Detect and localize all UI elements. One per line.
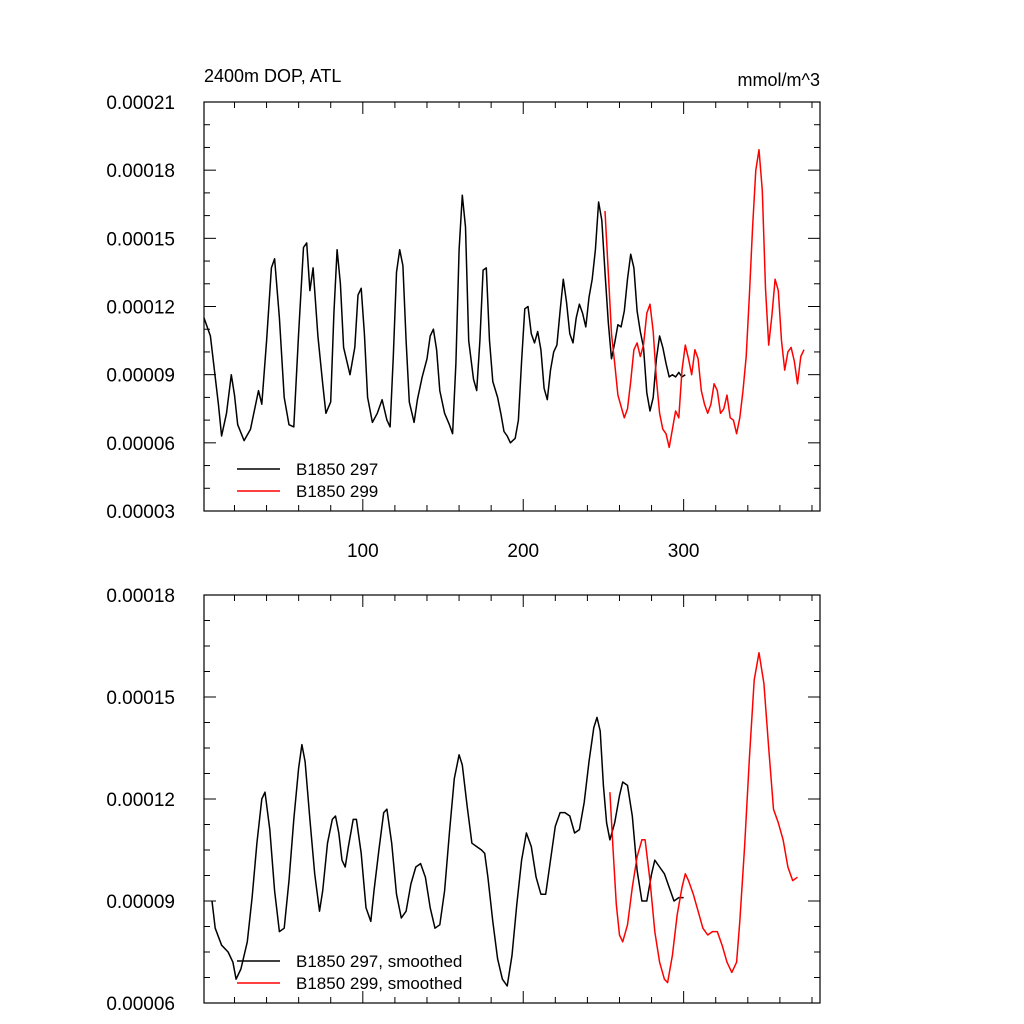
y-tick-label: 0.00006: [106, 994, 175, 1015]
y-tick-label: 0.00012: [106, 298, 175, 319]
chart-title: 2400m DOP, ATL: [204, 66, 341, 86]
y-tick-label: 0.00021: [106, 93, 175, 114]
y-tick-label: 0.00018: [106, 586, 175, 607]
series-line-b1850-299: [604, 148, 805, 449]
y-tick-label: 0.00009: [106, 366, 175, 387]
legend-label-b1850-297-smoothed: B1850 297, smoothed: [296, 952, 462, 971]
top-panel: 2400m DOP, ATL mmol/m^3 0.000030.000060.…: [106, 66, 821, 562]
series-line-b1850-297: [203, 194, 686, 444]
axis-ticks-smoothed: 0.00006 0.00009 0.00012 0.00015 0.00018: [106, 586, 820, 1015]
plot-frame: [203, 101, 821, 512]
x-tick-label: 100: [347, 541, 379, 562]
x-tick-label: 300: [668, 541, 700, 562]
bottom-panel: 0.00006 0.00009 0.00012 0.00015 0.00018 B185…: [106, 586, 821, 1015]
legend-label-b1850-299-smoothed: B1850 299, smoothed: [296, 974, 462, 993]
legend-label-b1850-299: B1850 299: [296, 482, 378, 501]
series-line-b1850-299-smoothed: [609, 652, 798, 984]
y-tick-label: 0.00006: [106, 434, 175, 455]
axis-ticks: 0.00003 0.00006 0.00009 0.00012 0.00015 0.000…: [106, 93, 820, 562]
series-line-b1850-297-smoothed: [211, 716, 684, 987]
legend: B1850 297 B1850 299: [237, 460, 378, 501]
y-tick-label: 0.00012: [106, 790, 175, 811]
legend-label-b1850-297: B1850 297: [296, 460, 378, 479]
y-tick-label: 0.00015: [106, 688, 175, 709]
x-tick-label: 200: [507, 541, 539, 562]
y-tick-label: 0.00018: [106, 161, 175, 182]
y-tick-label: 0.00015: [106, 229, 175, 250]
y-tick-label: 0.00009: [106, 892, 175, 913]
series-layer-smoothed: [211, 652, 798, 987]
series-layer: [203, 148, 805, 449]
legend-smoothed: B1850 297, smoothed B1850 299, smoothed: [237, 952, 462, 993]
y-tick-label: 0.00003: [106, 502, 175, 523]
units-label: mmol/m^3: [738, 70, 820, 90]
